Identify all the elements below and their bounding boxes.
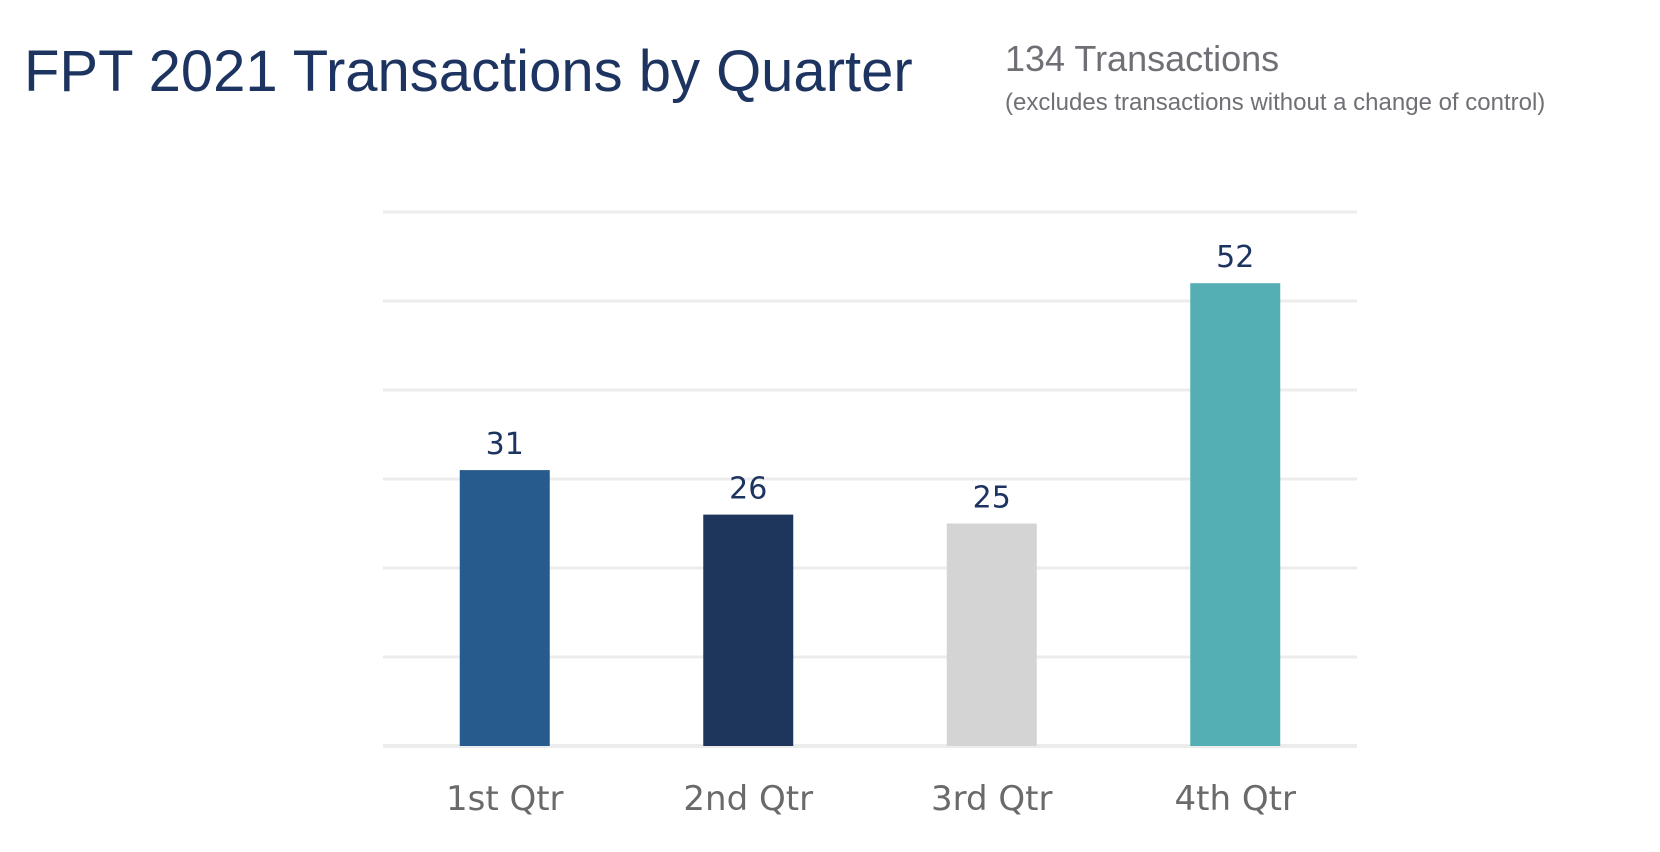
bar-1 — [459, 470, 550, 746]
transactions-total: 134 Transactions — [1005, 38, 1280, 79]
bar-4 — [1190, 283, 1281, 746]
x-tick-label: 4th Qtr — [1175, 779, 1296, 819]
x-tick-label: 1st Qtr — [446, 779, 564, 819]
bar-value-label: 25 — [973, 481, 1011, 516]
bar-value-label: 26 — [729, 472, 767, 507]
bar-value-label: 31 — [486, 427, 524, 462]
bar-3 — [946, 523, 1037, 746]
x-tick-label: 3rd Qtr — [931, 779, 1052, 819]
value-labels: 31 26 25 52 — [486, 240, 1255, 515]
bars — [459, 283, 1281, 746]
bar-value-label: 52 — [1216, 240, 1254, 275]
bar-2 — [703, 514, 794, 746]
x-tick-label: 2nd Qtr — [683, 779, 813, 819]
chart-title: FPT 2021 Transactions by Quarter — [24, 39, 913, 104]
transactions-note: (excludes transactions without a change … — [1005, 89, 1546, 116]
x-axis-labels: 1st Qtr 2nd Qtr 3rd Qtr 4th Qtr — [446, 779, 1296, 819]
